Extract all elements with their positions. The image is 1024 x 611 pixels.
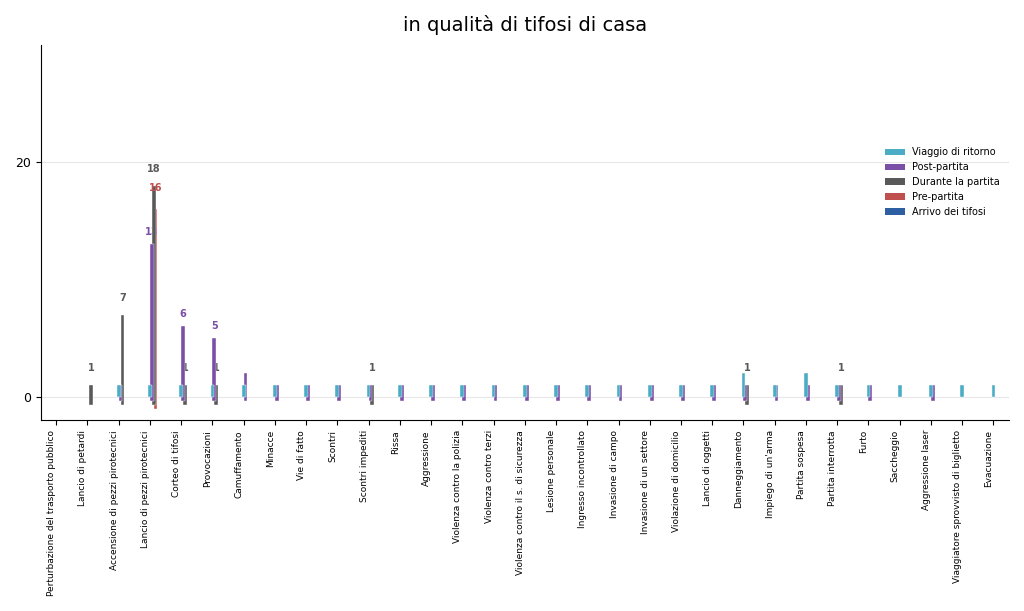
Bar [588, 385, 591, 401]
Bar [616, 385, 621, 397]
Bar [866, 385, 870, 397]
Bar [741, 373, 745, 397]
Bar [711, 385, 714, 397]
Bar [898, 385, 901, 397]
Bar [961, 385, 964, 397]
Bar [775, 385, 778, 401]
Bar [371, 385, 374, 405]
Bar [836, 385, 839, 397]
Bar [183, 385, 186, 405]
Bar [931, 385, 935, 401]
Text: 1: 1 [88, 364, 94, 373]
Bar [713, 385, 716, 401]
Bar [244, 373, 248, 401]
Bar [431, 385, 435, 401]
Bar [398, 385, 401, 397]
Bar [991, 385, 995, 397]
Bar [838, 385, 841, 401]
Bar [586, 385, 589, 397]
Bar [119, 385, 123, 401]
Bar [681, 385, 685, 401]
Bar [304, 385, 308, 397]
Bar [806, 385, 810, 401]
Bar [273, 385, 276, 397]
Bar [839, 385, 843, 405]
Text: 1: 1 [743, 364, 751, 373]
Bar [743, 385, 748, 401]
Bar [212, 338, 216, 401]
Text: 7: 7 [119, 293, 126, 303]
Bar [121, 315, 124, 405]
Text: 6: 6 [179, 309, 186, 319]
Bar [181, 326, 185, 401]
Bar [618, 385, 623, 401]
Text: 13: 13 [145, 227, 159, 236]
Bar [179, 385, 183, 397]
Text: 18: 18 [146, 164, 161, 174]
Bar [868, 385, 872, 401]
Title: in qualità di tifosi di casa: in qualità di tifosi di casa [402, 15, 647, 35]
Bar [89, 385, 93, 405]
Text: 16: 16 [148, 183, 163, 193]
Bar [554, 385, 558, 397]
Bar [211, 385, 214, 397]
Bar [462, 385, 466, 401]
Bar [556, 385, 560, 401]
Bar [650, 385, 653, 401]
Bar [929, 385, 933, 397]
Bar [679, 385, 683, 397]
Bar [773, 385, 776, 397]
Text: 5: 5 [211, 321, 218, 331]
Bar [336, 385, 339, 397]
Bar [523, 385, 526, 397]
Bar [150, 244, 154, 401]
Bar [274, 385, 279, 401]
Bar [306, 385, 310, 401]
Bar [745, 385, 750, 405]
Legend: Viaggio di ritorno, Post-partita, Durante la partita, Pre-partita, Arrivo dei ti: Viaggio di ritorno, Post-partita, Durant… [882, 144, 1005, 221]
Bar [494, 385, 498, 401]
Bar [399, 385, 403, 401]
Bar [648, 385, 651, 397]
Bar [242, 385, 246, 397]
Bar [148, 385, 152, 397]
Bar [214, 385, 218, 405]
Text: 1: 1 [181, 364, 188, 373]
Bar [117, 385, 121, 397]
Bar [367, 385, 371, 397]
Bar [524, 385, 528, 401]
Bar [461, 385, 464, 397]
Text: 1: 1 [838, 364, 845, 373]
Bar [429, 385, 433, 397]
Bar [804, 373, 808, 397]
Bar [154, 209, 158, 409]
Text: 1: 1 [213, 364, 219, 373]
Bar [152, 186, 156, 405]
Bar [492, 385, 496, 397]
Bar [369, 385, 373, 401]
Bar [337, 385, 341, 401]
Text: 1: 1 [369, 364, 376, 373]
